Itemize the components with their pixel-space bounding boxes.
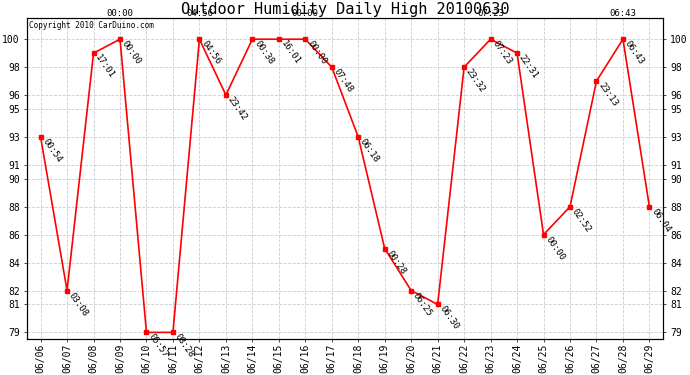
Text: 07:23: 07:23 — [491, 39, 513, 66]
Text: 06:04: 06:04 — [649, 207, 672, 234]
Text: 00:00: 00:00 — [106, 9, 133, 18]
Text: 16:01: 16:01 — [279, 39, 302, 66]
Text: 07:23: 07:23 — [477, 9, 504, 18]
Text: 06:18: 06:18 — [358, 137, 381, 164]
Text: 06:30: 06:30 — [437, 304, 460, 332]
Text: 05:57: 05:57 — [146, 332, 169, 360]
Text: 06:43: 06:43 — [623, 39, 646, 66]
Text: 07:48: 07:48 — [332, 67, 355, 94]
Text: 17:01: 17:01 — [94, 53, 117, 80]
Text: 02:52: 02:52 — [570, 207, 593, 234]
Text: 04:56: 04:56 — [199, 39, 222, 66]
Text: 00:00: 00:00 — [292, 9, 319, 18]
Text: 06:25: 06:25 — [411, 291, 434, 318]
Text: 23:42: 23:42 — [226, 95, 248, 122]
Text: 00:00: 00:00 — [544, 235, 566, 262]
Text: 08:28: 08:28 — [173, 332, 196, 360]
Text: 00:00: 00:00 — [305, 39, 328, 66]
Text: 03:08: 03:08 — [67, 291, 90, 318]
Text: 00:28: 00:28 — [385, 249, 408, 276]
Text: 23:13: 23:13 — [596, 81, 619, 108]
Text: 00:00: 00:00 — [120, 39, 143, 66]
Text: 00:38: 00:38 — [253, 39, 275, 66]
Text: 22:31: 22:31 — [517, 53, 540, 80]
Text: 04:56: 04:56 — [186, 9, 213, 18]
Text: 23:32: 23:32 — [464, 67, 487, 94]
Text: Copyright 2010 CarDuino.com: Copyright 2010 CarDuino.com — [29, 21, 154, 30]
Text: 00:54: 00:54 — [41, 137, 63, 164]
Text: 06:43: 06:43 — [609, 9, 636, 18]
Title: Outdoor Humidity Daily High 20100630: Outdoor Humidity Daily High 20100630 — [181, 2, 509, 17]
